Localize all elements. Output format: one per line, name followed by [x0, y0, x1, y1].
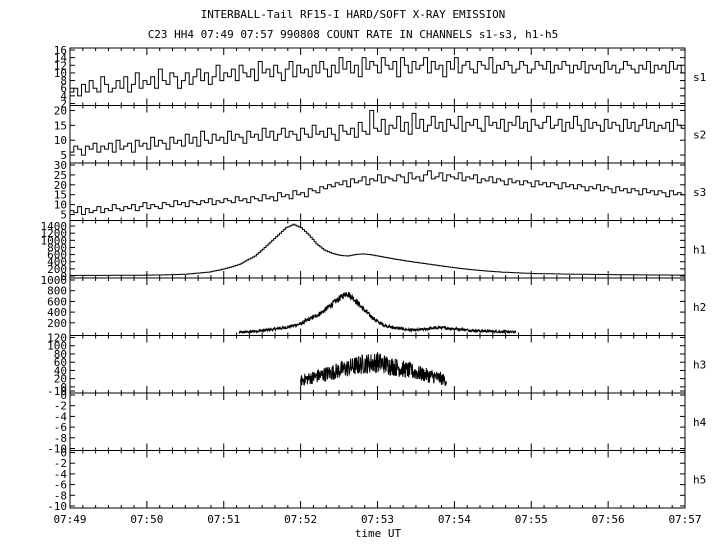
panel-frame-h5	[69, 450, 686, 509]
y-tick-label-h2: 1000	[41, 274, 68, 287]
y-tick-label-s3: 20	[54, 179, 67, 192]
y-tick-label-h3: 80	[54, 348, 67, 361]
x-axis-label: time UT	[355, 527, 402, 540]
panels-layer: 246810121416s15101520s251015202530s30200…	[41, 44, 707, 513]
chart-subtitle: C23 HH4 07:49 07:57 990808 COUNT RATE IN…	[148, 28, 559, 41]
y-tick-label-s2: 5	[60, 149, 67, 162]
panel-frame-h1	[69, 220, 686, 279]
panel-label-h3: h3	[693, 358, 706, 371]
y-tick-label-s1: 6	[60, 82, 67, 95]
y-tick-label-h5: -4	[54, 468, 68, 481]
y-tick-label-s1: 14	[54, 52, 68, 65]
x-tick-label: 07:56	[592, 513, 625, 526]
x-tick-label: 07:52	[284, 513, 317, 526]
y-tick-label-h5: -8	[54, 489, 67, 502]
y-tick-label-h5: -10	[47, 500, 67, 513]
y-tick-label-h1: 800	[47, 241, 67, 254]
panel-frame-s2	[69, 105, 686, 164]
y-tick-label-s2: 15	[54, 119, 67, 132]
panel-label-h2: h2	[693, 301, 706, 314]
panel-frame-s3	[69, 162, 686, 221]
y-tick-label-h3: -10	[47, 385, 67, 398]
panel-h5: -10-8-6-4-20 h5	[47, 447, 706, 514]
panel-label-s1: s1	[693, 71, 706, 84]
x-tick-label: 07:51	[207, 513, 240, 526]
y-tick-label-s1: 4	[60, 90, 67, 103]
panel-h4: -10-8-6-4-20 h4	[47, 389, 706, 456]
y-tick-label-s1: 16	[54, 44, 67, 57]
y-tick-label-h4: -8	[54, 432, 67, 445]
y-tick-label-s1: 8	[60, 75, 67, 88]
y-tick-label-h4: 0	[60, 389, 67, 402]
y-tick-label-h4: -10	[47, 443, 67, 456]
y-tick-label-h1: 600	[47, 249, 67, 262]
y-tick-label-h3: 20	[54, 373, 67, 386]
y-tick-label-h1: 400	[47, 256, 67, 269]
x-tick-label: 07:53	[361, 513, 394, 526]
y-tick-label-h3: 60	[54, 356, 67, 369]
panel-label-s3: s3	[693, 186, 706, 199]
panel-label-h5: h5	[693, 473, 706, 486]
y-tick-label-h1: 0	[60, 270, 67, 283]
y-tick-label-h1: 1400	[41, 220, 68, 233]
y-tick-label-s3: 5	[60, 209, 67, 222]
x-axis: 07:49 07:50 07:51 07:52 07:53 07:54 07:55 07:56…	[53, 513, 701, 526]
y-tick-label-s1: 10	[54, 67, 67, 80]
x-tick-label: 07:54	[438, 513, 471, 526]
y-tick-label-h1: 200	[47, 263, 67, 276]
y-tick-label-h1: 1000	[41, 234, 68, 247]
y-tick-label-s3: 15	[54, 189, 67, 202]
y-tick-label-h2: 200	[47, 317, 67, 330]
y-tick-label-s3: 30	[54, 159, 67, 172]
y-tick-label-s3: 25	[54, 169, 67, 182]
y-tick-label-h4: -6	[54, 421, 67, 434]
x-tick-label: 07:49	[53, 513, 86, 526]
panel-label-s2: s2	[693, 128, 706, 141]
panel-frame-h4	[69, 392, 686, 451]
y-tick-label-h3: 120	[47, 332, 67, 345]
y-tick-label-h4: -2	[54, 400, 67, 413]
panel-s2: 5 10 15 20 s2	[54, 104, 706, 164]
x-tick-label: 07:55	[515, 513, 548, 526]
y-tick-label-h5: -2	[54, 457, 67, 470]
panel-label-h4: h4	[693, 416, 707, 429]
panel-frame-h2	[69, 277, 686, 336]
chart-title: INTERBALL-Tail RF15-I HARD/SOFT X-RAY EM…	[201, 8, 506, 21]
series-line-h3	[300, 352, 447, 387]
series-line-s3	[70, 170, 685, 215]
x-tick-label: 07:50	[130, 513, 163, 526]
y-tick-label-h5: -6	[54, 479, 67, 492]
y-tick-label-h5: 0	[60, 447, 67, 460]
y-tick-label-s1: 2	[60, 98, 67, 111]
series-line-s1	[70, 57, 685, 97]
series-line-h2	[238, 292, 517, 335]
y-tick-label-h2: 800	[47, 285, 67, 298]
y-tick-label-h1: 1200	[41, 227, 68, 240]
y-tick-label-s2: 20	[54, 104, 67, 117]
y-tick-label-s3: 10	[54, 199, 67, 212]
y-tick-label-s1: 12	[54, 59, 67, 72]
y-tick-label-h4: -4	[54, 410, 68, 423]
y-tick-label-h2: 600	[47, 295, 67, 308]
y-tick-label-h3: 0	[60, 381, 67, 394]
y-tick-label-h3: 40	[54, 364, 67, 377]
series-line-h1	[70, 223, 685, 276]
y-tick-label-h3: 100	[47, 340, 67, 353]
x-tick-label: 07:57	[668, 513, 701, 526]
panel-label-h1: h1	[693, 243, 706, 256]
series-line-s2	[70, 110, 685, 156]
y-tick-label-s2: 10	[54, 134, 67, 147]
y-tick-label-h2: 400	[47, 306, 67, 319]
